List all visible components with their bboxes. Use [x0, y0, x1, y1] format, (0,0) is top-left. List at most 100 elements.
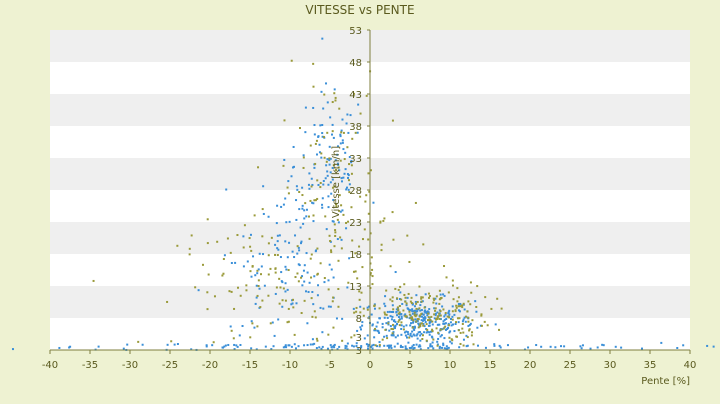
data-point	[236, 345, 239, 348]
data-point	[409, 316, 412, 319]
data-point	[307, 215, 310, 218]
data-point	[391, 332, 394, 335]
data-point	[323, 281, 326, 284]
data-point	[420, 300, 423, 303]
data-point	[327, 195, 330, 198]
data-point	[284, 265, 287, 268]
data-point	[348, 163, 351, 166]
data-point	[336, 153, 339, 156]
data-point	[270, 348, 273, 351]
data-point	[712, 345, 715, 348]
data-point	[229, 325, 232, 328]
data-point	[255, 296, 258, 299]
data-point	[390, 318, 393, 321]
data-point	[205, 345, 208, 348]
data-point	[303, 280, 306, 283]
data-point	[476, 344, 479, 347]
data-point	[469, 281, 472, 284]
data-point	[387, 322, 390, 325]
data-point	[373, 327, 376, 330]
data-point	[423, 316, 426, 319]
x-tick-label: -25	[162, 360, 178, 371]
data-point	[383, 344, 386, 347]
data-point	[319, 124, 322, 127]
data-point	[389, 325, 392, 328]
data-point	[431, 328, 434, 331]
data-point	[443, 322, 446, 325]
data-point	[334, 203, 337, 206]
data-point	[447, 346, 450, 349]
x-tick-label: -35	[82, 360, 98, 371]
data-point	[381, 326, 384, 329]
data-point	[434, 297, 437, 300]
data-point	[455, 304, 458, 307]
data-point	[432, 297, 435, 300]
data-point	[425, 311, 428, 314]
data-point	[336, 238, 339, 241]
data-point	[327, 279, 330, 282]
data-point	[296, 188, 299, 191]
data-point	[222, 258, 225, 261]
data-point	[341, 339, 344, 342]
data-point	[310, 297, 313, 300]
data-point	[287, 180, 290, 183]
data-point	[448, 316, 451, 319]
data-point	[346, 186, 349, 189]
data-point	[423, 325, 426, 328]
data-point	[427, 292, 430, 295]
data-point	[211, 344, 214, 347]
data-point	[442, 308, 445, 311]
data-point	[422, 324, 425, 327]
y-tick-label: 23	[349, 218, 362, 229]
data-point	[368, 315, 371, 318]
data-point	[383, 316, 386, 319]
data-point	[327, 333, 330, 336]
data-point	[405, 304, 408, 307]
data-point	[407, 341, 410, 344]
data-point	[346, 286, 349, 289]
data-point	[306, 344, 309, 347]
x-tick-label: 5	[407, 360, 413, 371]
data-point	[361, 238, 364, 241]
data-point	[484, 346, 487, 349]
data-point	[342, 131, 345, 134]
data-point	[357, 348, 360, 351]
data-point	[293, 343, 296, 346]
data-point	[285, 346, 288, 349]
data-point	[463, 308, 466, 311]
data-point	[229, 251, 232, 254]
data-point	[447, 291, 450, 294]
x-tick-label: 10	[444, 360, 457, 371]
data-point	[317, 183, 320, 186]
data-point	[450, 342, 453, 345]
data-point	[451, 310, 454, 313]
data-point	[350, 336, 353, 339]
data-point	[427, 319, 430, 322]
y-tick-label: 33	[349, 154, 362, 165]
data-point	[400, 327, 403, 330]
data-point	[399, 291, 402, 294]
data-point	[402, 325, 405, 328]
data-point	[416, 318, 419, 321]
data-point	[373, 303, 376, 306]
data-point	[341, 118, 344, 121]
data-point	[330, 268, 333, 271]
data-point	[416, 319, 419, 322]
data-point	[413, 311, 416, 314]
data-point	[447, 324, 450, 327]
data-point	[402, 309, 405, 312]
data-point	[461, 320, 464, 323]
data-point	[267, 254, 270, 257]
data-point	[234, 261, 237, 264]
data-point	[368, 305, 371, 308]
data-point	[391, 334, 394, 337]
data-point	[249, 270, 252, 273]
data-point	[301, 284, 304, 287]
data-point	[424, 311, 427, 314]
data-point	[304, 106, 307, 109]
data-point	[457, 296, 460, 299]
data-point	[354, 270, 357, 273]
y-tick-label: 18	[349, 250, 362, 261]
data-point	[300, 312, 303, 315]
